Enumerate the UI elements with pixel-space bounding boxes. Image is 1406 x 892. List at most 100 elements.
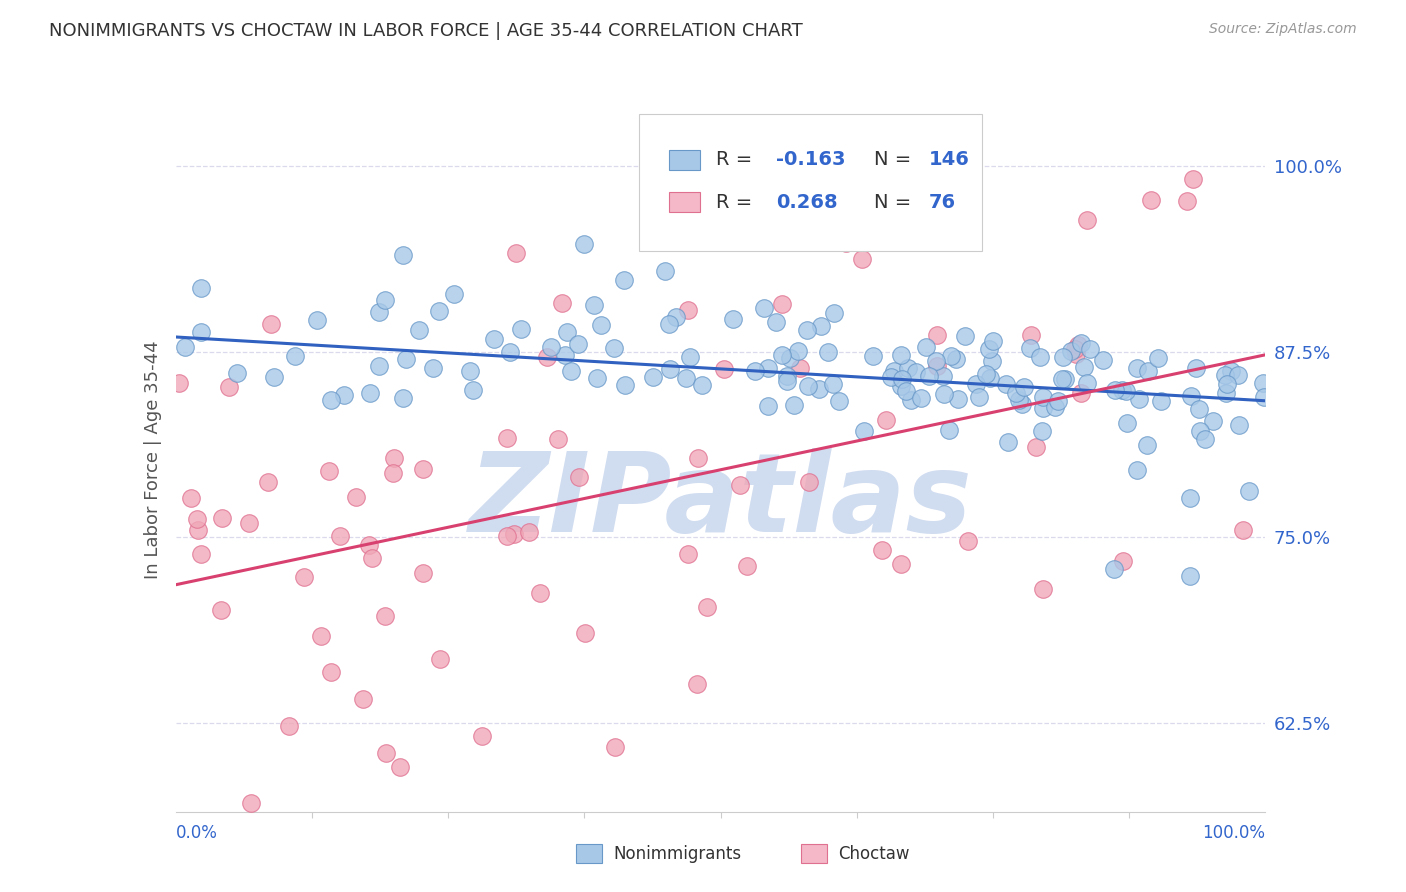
Point — [360, 551, 382, 566]
Point — [981, 334, 1004, 348]
Point — [939, 349, 962, 363]
Point — [422, 361, 444, 376]
Text: Source: ZipAtlas.com: Source: ZipAtlas.com — [1209, 22, 1357, 37]
Point — [352, 691, 374, 706]
Point — [1043, 401, 1066, 415]
Text: 76: 76 — [929, 193, 956, 211]
Point — [974, 367, 997, 381]
Point — [572, 237, 595, 252]
Point — [226, 366, 249, 380]
Point — [817, 344, 839, 359]
Point — [218, 380, 240, 394]
Point — [284, 349, 307, 363]
Point — [443, 286, 465, 301]
Text: R =: R = — [716, 151, 759, 169]
Point — [240, 797, 263, 811]
Point — [890, 372, 912, 386]
Point — [1073, 359, 1095, 374]
Point — [890, 557, 912, 571]
Text: 146: 146 — [929, 151, 970, 169]
FancyBboxPatch shape — [638, 114, 981, 252]
FancyBboxPatch shape — [669, 193, 700, 212]
Point — [307, 313, 329, 327]
Point — [496, 529, 519, 543]
Point — [1194, 432, 1216, 446]
Point — [392, 248, 415, 262]
Point — [382, 466, 405, 480]
Point — [696, 600, 718, 615]
Text: -0.163: -0.163 — [776, 151, 845, 169]
Text: N =: N = — [875, 193, 918, 211]
Point — [1080, 342, 1102, 356]
Point — [1227, 417, 1250, 432]
Point — [1102, 562, 1125, 576]
Point — [1046, 394, 1069, 409]
Point — [783, 398, 806, 412]
Point — [374, 293, 396, 307]
Point — [1104, 383, 1126, 397]
Point — [1004, 386, 1026, 401]
Point — [979, 371, 1001, 385]
Point — [1076, 213, 1098, 227]
Point — [567, 337, 589, 351]
Point — [676, 303, 699, 318]
Point — [375, 746, 398, 760]
Point — [758, 361, 780, 376]
Point — [776, 368, 799, 383]
Point — [344, 490, 367, 504]
Point — [1008, 393, 1031, 408]
Point — [953, 329, 976, 343]
Point — [496, 431, 519, 445]
Point — [482, 332, 505, 346]
Point — [675, 371, 697, 385]
Point — [810, 318, 832, 333]
Point — [529, 585, 551, 599]
Point — [735, 559, 758, 574]
Point — [918, 154, 941, 169]
Point — [499, 345, 522, 359]
Point — [190, 326, 212, 340]
Point — [1091, 353, 1114, 368]
Point — [368, 359, 391, 373]
Point — [690, 377, 713, 392]
Point — [870, 543, 893, 558]
Point — [1184, 361, 1206, 376]
Point — [787, 343, 810, 358]
Point — [517, 524, 540, 539]
Point — [827, 393, 849, 408]
Text: 0.268: 0.268 — [776, 193, 838, 211]
Point — [713, 361, 735, 376]
Point — [797, 475, 820, 490]
Point — [1070, 385, 1092, 400]
Point — [367, 305, 389, 319]
Point — [789, 361, 811, 376]
Point — [925, 359, 948, 373]
Point — [359, 538, 381, 552]
Text: 100.0%: 100.0% — [1202, 823, 1265, 841]
Point — [686, 451, 709, 466]
Point — [905, 365, 928, 379]
Point — [1253, 390, 1275, 404]
Point — [1012, 380, 1035, 394]
Point — [429, 652, 451, 666]
Point — [772, 348, 794, 362]
Point — [277, 719, 299, 733]
Point — [509, 322, 531, 336]
Text: 0.0%: 0.0% — [176, 823, 218, 841]
Text: NONIMMIGRANTS VS CHOCTAW IN LABOR FORCE | AGE 35-44 CORRELATION CHART: NONIMMIGRANTS VS CHOCTAW IN LABOR FORCE … — [49, 22, 803, 40]
Point — [997, 434, 1019, 449]
Point — [925, 354, 948, 368]
Point — [211, 511, 233, 525]
Point — [180, 491, 202, 505]
Point — [374, 609, 396, 624]
Point — [1032, 390, 1054, 404]
Text: R =: R = — [716, 193, 765, 211]
Point — [174, 340, 197, 354]
Point — [896, 384, 918, 399]
Point — [770, 297, 793, 311]
Point — [979, 342, 1001, 356]
Point — [209, 603, 232, 617]
Point — [190, 281, 212, 295]
Point — [1115, 417, 1137, 431]
Point — [862, 349, 884, 363]
